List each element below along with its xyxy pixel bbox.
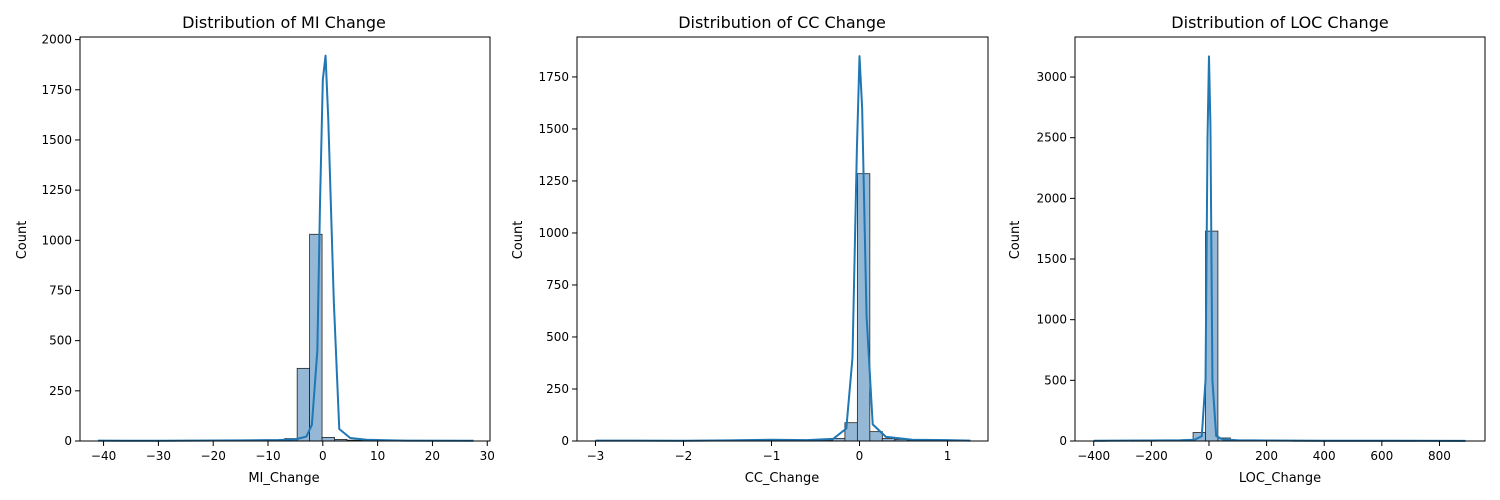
y-tick-label: 1500 bbox=[1036, 252, 1067, 266]
y-tick-label: 2500 bbox=[1036, 131, 1067, 145]
y-axis-label: Count bbox=[15, 221, 30, 260]
y-tick-label: 250 bbox=[49, 384, 72, 398]
y-tick-label: 0 bbox=[64, 434, 72, 448]
x-tick-label: 0 bbox=[1205, 449, 1213, 463]
y-tick-label: 1000 bbox=[41, 233, 72, 247]
y-tick-label: 250 bbox=[546, 382, 569, 396]
histogram-bar bbox=[296, 367, 311, 442]
x-tick-label: 1 bbox=[944, 449, 952, 463]
histogram-bars bbox=[97, 233, 472, 442]
histogram-bar bbox=[309, 233, 323, 442]
axes-frame bbox=[79, 36, 491, 442]
y-tick-label: 1750 bbox=[538, 70, 569, 84]
kde-line bbox=[1093, 55, 1466, 442]
chart-title: Distribution of LOC Change bbox=[1171, 13, 1388, 32]
x-tick-label: −30 bbox=[146, 449, 171, 463]
chart-title: Distribution of MI Change bbox=[182, 13, 386, 32]
y-tick-label: 1250 bbox=[41, 183, 72, 197]
y-tick-label: 1500 bbox=[41, 133, 72, 147]
x-tick-label: 600 bbox=[1370, 449, 1393, 463]
histogram-bars bbox=[1093, 230, 1467, 442]
y-tick-label: 0 bbox=[1059, 434, 1067, 448]
axes-frame bbox=[1074, 36, 1486, 442]
y-tick-label: 2000 bbox=[41, 33, 72, 47]
x-axis-label: MI_Change bbox=[248, 471, 319, 486]
y-tick-label: 1000 bbox=[1036, 313, 1067, 327]
x-tick-label: 200 bbox=[1255, 449, 1278, 463]
subplot-loc-change: Distribution of LOC Change LOC_Change Co… bbox=[1008, 13, 1486, 486]
x-tick-label: 30 bbox=[480, 449, 495, 463]
y-tick-label: 1000 bbox=[538, 226, 569, 240]
y-tick-label: 500 bbox=[1044, 373, 1067, 387]
y-tick-label: 1250 bbox=[538, 174, 569, 188]
x-tick-label: −400 bbox=[1077, 449, 1110, 463]
subplot-mi-change: Distribution of MI Change MI_Change Coun… bbox=[15, 13, 495, 486]
x-tick-label: −40 bbox=[91, 449, 116, 463]
y-tick-label: 500 bbox=[546, 330, 569, 344]
kde-line bbox=[595, 55, 971, 442]
x-tick-label: −1 bbox=[763, 449, 781, 463]
y-axis-label: Count bbox=[1008, 221, 1023, 260]
axes-frame bbox=[576, 36, 989, 442]
x-tick-label: 0 bbox=[319, 449, 327, 463]
y-tick-label: 1750 bbox=[41, 83, 72, 97]
y-axis-label: Count bbox=[511, 221, 526, 260]
x-tick-label: −2 bbox=[675, 449, 693, 463]
x-tick-label: 10 bbox=[370, 449, 385, 463]
x-axis-label: CC_Change bbox=[745, 471, 819, 486]
histogram-bar bbox=[321, 436, 335, 442]
y-tick-label: 0 bbox=[561, 434, 569, 448]
x-tick-label: −200 bbox=[1135, 449, 1168, 463]
y-tick-label: 1500 bbox=[538, 122, 569, 136]
x-tick-label: 400 bbox=[1313, 449, 1336, 463]
subplot-cc-change: Distribution of CC Change CC_Change Coun… bbox=[511, 13, 989, 486]
kde-line bbox=[98, 54, 474, 442]
x-tick-label: −3 bbox=[587, 449, 605, 463]
x-tick-label: 20 bbox=[425, 449, 440, 463]
x-tick-label: 0 bbox=[856, 449, 864, 463]
x-tick-label: −20 bbox=[201, 449, 226, 463]
chart-title: Distribution of CC Change bbox=[678, 13, 886, 32]
y-tick-label: 3000 bbox=[1036, 70, 1067, 84]
y-tick-label: 2000 bbox=[1036, 191, 1067, 205]
x-axis-label: LOC_Change bbox=[1239, 471, 1321, 486]
histogram-bars bbox=[595, 173, 971, 442]
y-tick-label: 750 bbox=[49, 283, 72, 297]
x-tick-label: 800 bbox=[1428, 449, 1451, 463]
x-tick-label: −10 bbox=[255, 449, 280, 463]
y-tick-label: 750 bbox=[546, 278, 569, 292]
y-tick-label: 500 bbox=[49, 334, 72, 348]
